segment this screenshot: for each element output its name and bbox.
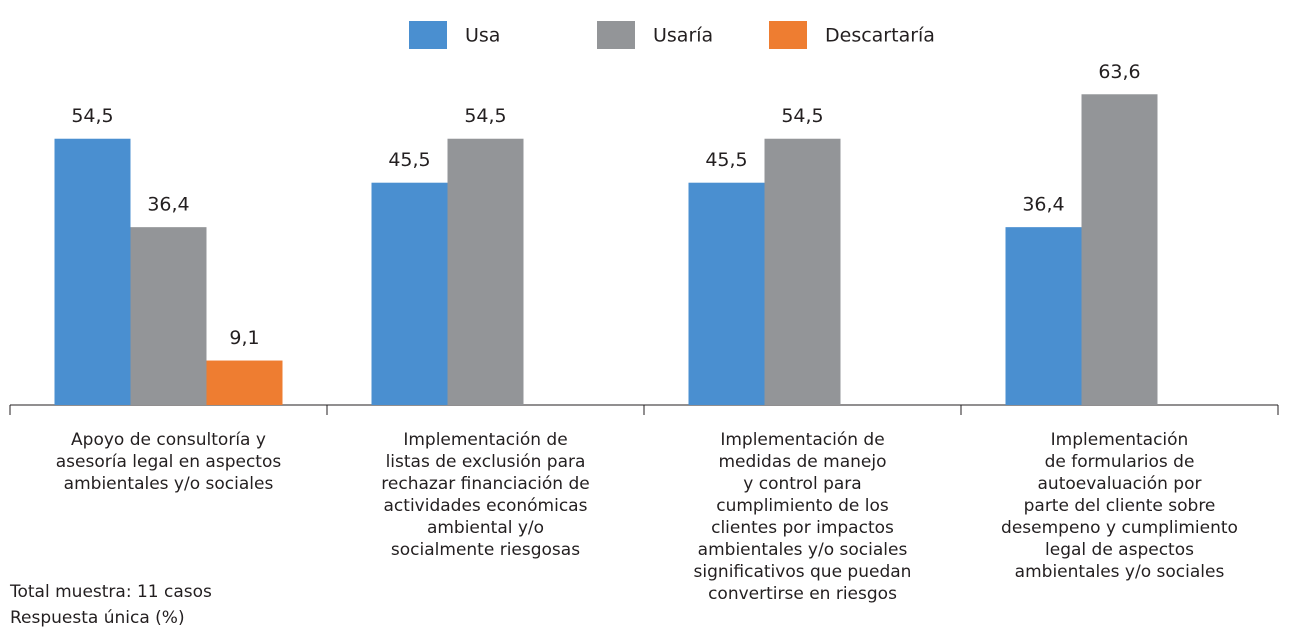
x-tick-label-line: significativos que puedan — [694, 562, 912, 582]
x-tick-label: Apoyo de consultoría y asesoría legal en … — [56, 430, 282, 494]
x-tick-label-line: ambientales y/o sociales — [64, 474, 274, 494]
x-tick-label-line: clientes por impactos — [711, 518, 894, 538]
x-tick-label-line: actividades económicas — [384, 496, 588, 516]
value-label: 36,4 — [1022, 194, 1064, 216]
x-tick-label-line: listas de exclusión para — [386, 452, 586, 472]
x-tick-label-line: ambientales y/o sociales — [1015, 562, 1225, 582]
legend-label: Usa — [465, 25, 500, 47]
x-tick-label-line: Implementación de — [720, 430, 884, 450]
legend-label: Descartaría — [825, 25, 935, 47]
x-tick-label-line: desempeno y cumplimiento — [1001, 518, 1238, 538]
legend-swatch — [597, 21, 635, 49]
x-tick-label-line: Apoyo de consultoría y — [71, 430, 266, 450]
bar — [447, 138, 524, 405]
value-label: 54,5 — [464, 105, 506, 127]
bar — [688, 182, 765, 405]
value-label: 9,1 — [229, 327, 259, 349]
bar — [130, 227, 207, 405]
x-tick-label: Implementación de medidas de manejo y cont… — [694, 430, 912, 604]
bar — [371, 182, 448, 405]
x-tick-label-line: medidas de manejo — [719, 452, 887, 472]
x-tick-label-line: asesoría legal en aspectos — [56, 452, 282, 472]
legend-label: Usaría — [653, 25, 713, 47]
value-label: 54,5 — [71, 105, 113, 127]
value-label: 63,6 — [1098, 61, 1140, 83]
value-label: 36,4 — [147, 194, 189, 216]
legend-swatch — [769, 21, 807, 49]
x-tick-label-line: Implementación de — [403, 430, 567, 450]
x-tick-label-line: socialmente riesgosas — [391, 540, 580, 560]
x-tick-label-line: convertirse en riesgos — [708, 584, 897, 604]
value-label: 45,5 — [388, 149, 430, 171]
x-tick-label-line: rechazar financiación de — [381, 474, 589, 494]
note: Total muestra: 11 casos — [9, 582, 212, 602]
x-tick-label: Implementación de formularios de autoevalu… — [1001, 430, 1238, 582]
x-tick-label: Implementación de listas de exclusión par… — [381, 430, 589, 560]
x-tick-label-line: Implementación — [1051, 430, 1189, 450]
note: Respuesta única (%) — [10, 608, 185, 628]
bar — [206, 360, 283, 405]
bar — [1005, 227, 1082, 405]
x-tick-label-line: ambiental y/o — [427, 518, 544, 538]
bar — [1081, 94, 1158, 406]
x-tick-label-line: ambientales y/o sociales — [698, 540, 908, 560]
x-tick-label-line: legal de aspectos — [1045, 540, 1194, 560]
x-tick-label-line: autoevaluación por — [1038, 474, 1202, 494]
bar — [764, 138, 841, 405]
x-tick-label-line: cumplimiento de los — [716, 496, 889, 516]
x-tick-label-line: de formularios de — [1045, 452, 1195, 472]
bar — [54, 138, 131, 405]
x-tick-label-line: parte del cliente sobre — [1024, 496, 1216, 516]
x-tick-label-line: y control para — [743, 474, 861, 494]
value-label: 45,5 — [705, 149, 747, 171]
value-label: 54,5 — [781, 105, 823, 127]
legend-swatch — [409, 21, 447, 49]
